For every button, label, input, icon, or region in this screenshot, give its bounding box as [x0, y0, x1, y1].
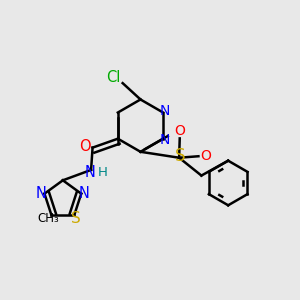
- Text: CH₃: CH₃: [38, 212, 59, 225]
- Text: O: O: [200, 149, 211, 163]
- Text: N: N: [159, 104, 170, 118]
- Text: N: N: [84, 165, 95, 180]
- Text: N: N: [79, 186, 90, 201]
- Text: H: H: [98, 167, 108, 179]
- Text: N: N: [36, 186, 47, 201]
- Text: N: N: [159, 133, 170, 147]
- Text: O: O: [79, 139, 91, 154]
- Text: S: S: [71, 211, 81, 226]
- Text: O: O: [174, 124, 185, 138]
- Text: S: S: [176, 147, 186, 165]
- Text: Cl: Cl: [106, 70, 121, 85]
